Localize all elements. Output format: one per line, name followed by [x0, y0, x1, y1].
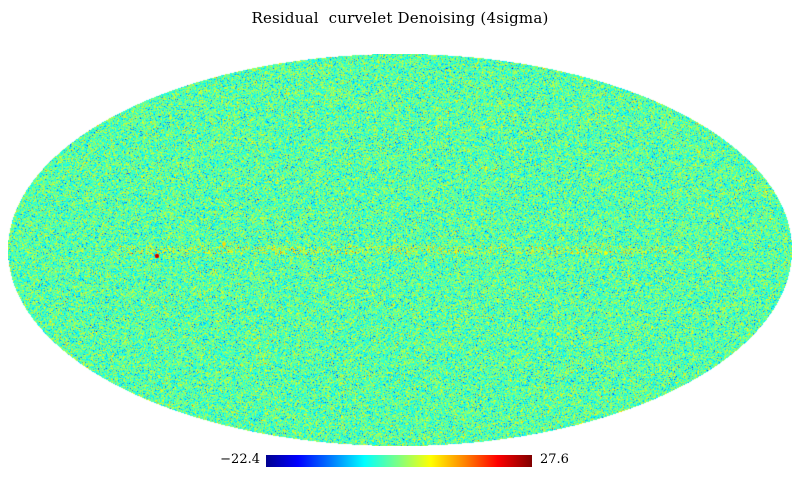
residual-noise-map [8, 54, 792, 446]
colorbar-max-label: 27.6 [540, 452, 569, 467]
colorbar-gradient [266, 455, 532, 467]
colorbar: −22.4 27.6 [0, 452, 800, 472]
colorbar-min-label: −22.4 [220, 452, 260, 467]
mollweide-sky-map [8, 54, 792, 446]
page-title: Residual curvelet Denoising (4sigma) [251, 9, 549, 27]
